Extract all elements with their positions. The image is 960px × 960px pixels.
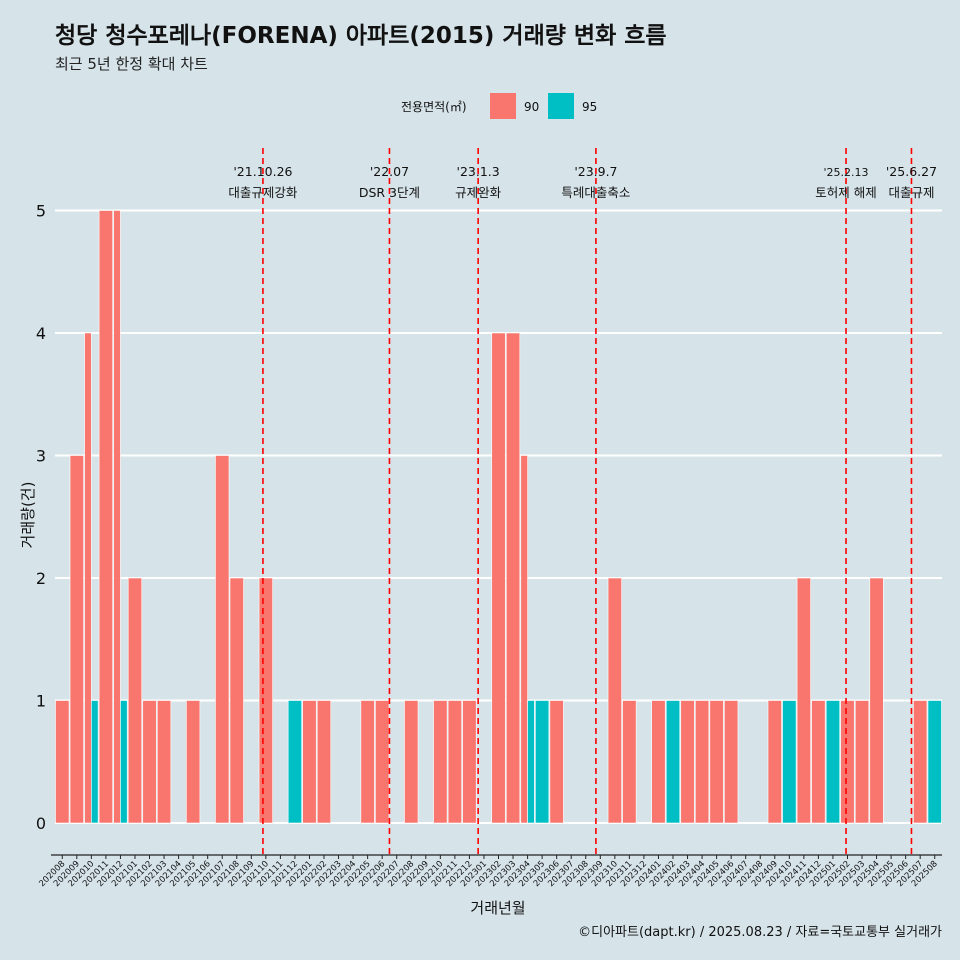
event-date: '25.2.13	[824, 166, 869, 179]
bar-90-202507	[913, 700, 928, 824]
bar-90-202211	[447, 700, 462, 824]
bar-90-202101	[127, 577, 143, 824]
event-label: 대출규제강화	[228, 185, 298, 200]
y-tick-label: 3	[36, 447, 46, 466]
bar-90-202306	[549, 700, 564, 824]
caption: ©디아파트(dapt.kr) / 2025.08.23 / 자료=국토교통부 실…	[578, 925, 942, 940]
bar-90-202210	[433, 700, 448, 824]
bar-90-202412	[811, 700, 826, 824]
event-date: '23.9.7	[574, 164, 617, 179]
bar-90-202403	[680, 700, 695, 824]
y-tick-label: 4	[36, 324, 46, 343]
bar-90-202409	[767, 700, 782, 824]
y-tick-label: 2	[36, 569, 46, 588]
bars	[55, 210, 942, 824]
bar-95-202501	[825, 700, 841, 824]
y-tick-label: 0	[36, 814, 46, 833]
event-label: 특례대출축소	[561, 185, 630, 200]
event-date: '21.10.26	[233, 164, 292, 179]
bar-90-202008	[55, 700, 70, 824]
bar-95-202508	[927, 700, 942, 824]
y-axis: 0 1 2 3 4 5	[36, 202, 46, 834]
bar-95-202010	[91, 700, 99, 824]
chart-subtitle: 최근 5년 한정 확대 차트	[55, 55, 208, 73]
bar-95-202305	[535, 700, 550, 824]
bar-90-202010	[84, 332, 92, 824]
event-label: 대출규제	[888, 185, 934, 200]
bar-90-202202	[316, 700, 332, 824]
bar-90-202009	[69, 455, 84, 824]
bar-90-202404	[695, 700, 710, 824]
event-label: 토허제 해제	[815, 185, 876, 200]
bar-90-202401	[651, 700, 666, 824]
chart-title: 청당 청수포레나(FORENA) 아파트(2015) 거래량 변화 흐름	[55, 23, 667, 49]
bar-90-202502	[840, 700, 855, 824]
legend: 전용면적(㎡) 90 95	[401, 93, 597, 119]
legend-swatch-90	[490, 93, 516, 119]
bar-90-202011	[98, 210, 113, 824]
bar-95-202112	[287, 700, 302, 824]
bar-95-202402	[665, 700, 681, 824]
x-axis: 2020082020092020102020112020122021012021…	[37, 854, 942, 889]
event-date: '25.6.27	[886, 164, 937, 179]
legend-title: 전용면적(㎡)	[401, 100, 467, 114]
bar-90-202103	[156, 700, 172, 824]
bar-95-202304	[527, 700, 535, 824]
event-date: '22.07	[370, 164, 409, 179]
y-axis-title: 거래량(건)	[19, 482, 37, 549]
bar-90-202107	[215, 455, 230, 824]
bar-90-202102	[142, 700, 157, 824]
x-axis-title: 거래년월	[470, 899, 525, 917]
event-label: 규제완화	[455, 185, 502, 200]
bar-90-202310	[607, 577, 622, 824]
y-tick-label: 1	[36, 692, 46, 711]
legend-swatch-95	[548, 93, 574, 119]
bar-90-202012	[113, 210, 121, 824]
bar-95-202012	[120, 700, 128, 824]
event-label: DSR 3단계	[359, 185, 420, 200]
bar-90-202108	[229, 577, 244, 824]
bar-90-202304	[520, 455, 528, 824]
bar-90-202406	[724, 700, 739, 824]
bar-90-202208	[404, 700, 419, 824]
bar-90-202105	[186, 700, 201, 824]
bar-90-202206	[375, 700, 390, 824]
bar-90-202302	[491, 332, 506, 824]
y-tick-label: 5	[36, 202, 46, 221]
bar-90-202311	[622, 700, 637, 824]
bar-90-202303	[505, 332, 521, 824]
event-lines: '21.10.26 대출규제강화 '22.07 DSR 3단계 '23.1.3 규제완화 '…	[228, 148, 937, 855]
bar-90-202201	[302, 700, 317, 824]
bar-90-202205	[360, 700, 375, 824]
event-date: '23.1.3	[457, 164, 500, 179]
legend-label-95: 95	[582, 100, 597, 114]
bar-90-202503	[854, 700, 870, 824]
legend-label-90: 90	[524, 100, 539, 114]
bar-90-202411	[796, 577, 811, 824]
bar-90-202110	[258, 577, 273, 824]
bar-95-202410	[782, 700, 797, 824]
bar-90-202212	[462, 700, 477, 824]
bar-90-202504	[869, 577, 884, 824]
bar-90-202405	[709, 700, 724, 824]
